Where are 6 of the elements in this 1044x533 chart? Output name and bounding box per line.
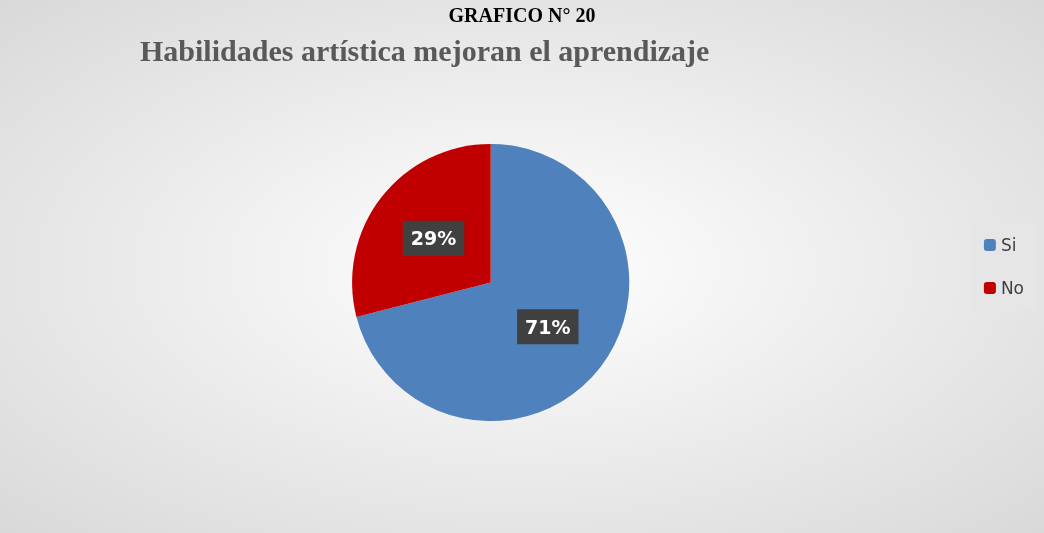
legend-label: No <box>1000 278 1025 298</box>
chart-title: Habilidades artística mejoran el aprendizaje <box>140 33 710 67</box>
data-label: 29% <box>410 227 457 250</box>
legend-label: Si <box>1000 235 1017 255</box>
text: GRAFICO N° 20 <box>448 4 596 26</box>
data-label: 71% <box>525 315 571 338</box>
